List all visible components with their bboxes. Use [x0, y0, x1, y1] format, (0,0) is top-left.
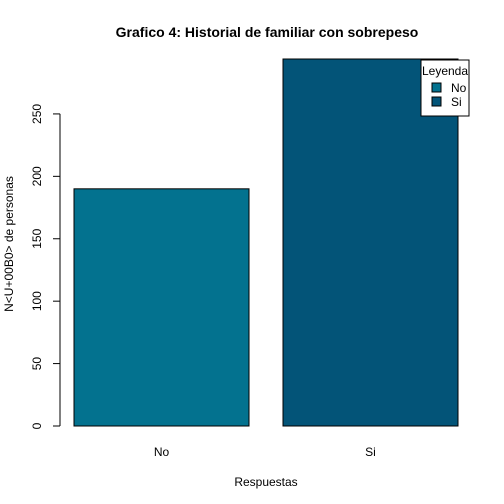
legend-label-no: No — [451, 81, 467, 95]
x-axis-label: Respuestas — [234, 475, 297, 489]
legend-box — [420, 59, 470, 117]
legend-swatch-si — [431, 96, 442, 107]
x-tick-label-si: Si — [365, 445, 376, 459]
legend-label-si: Si — [451, 95, 462, 109]
y-axis: 0 50 100 150 200 250 — [30, 104, 61, 429]
y-tick-label-200: 200 — [30, 166, 44, 186]
y-tick-label-0: 0 — [30, 422, 44, 429]
chart-title: Grafico 4: Historial de familiar con sob… — [116, 24, 419, 40]
y-tick-label-100: 100 — [30, 291, 44, 311]
x-tick-labels: No Si — [154, 445, 376, 459]
y-tick-label-150: 150 — [30, 228, 44, 248]
x-tick-label-no: No — [154, 445, 170, 459]
bar-si — [282, 58, 459, 427]
legend-title: Leyenda — [422, 64, 468, 78]
y-tick-label-250: 250 — [30, 104, 44, 124]
legend-swatch-no — [431, 82, 442, 93]
y-axis-label: N<U+00B0> de personas — [2, 176, 16, 312]
bars-group — [73, 58, 459, 427]
y-tick-label-50: 50 — [30, 357, 44, 371]
bar-no — [73, 188, 250, 427]
